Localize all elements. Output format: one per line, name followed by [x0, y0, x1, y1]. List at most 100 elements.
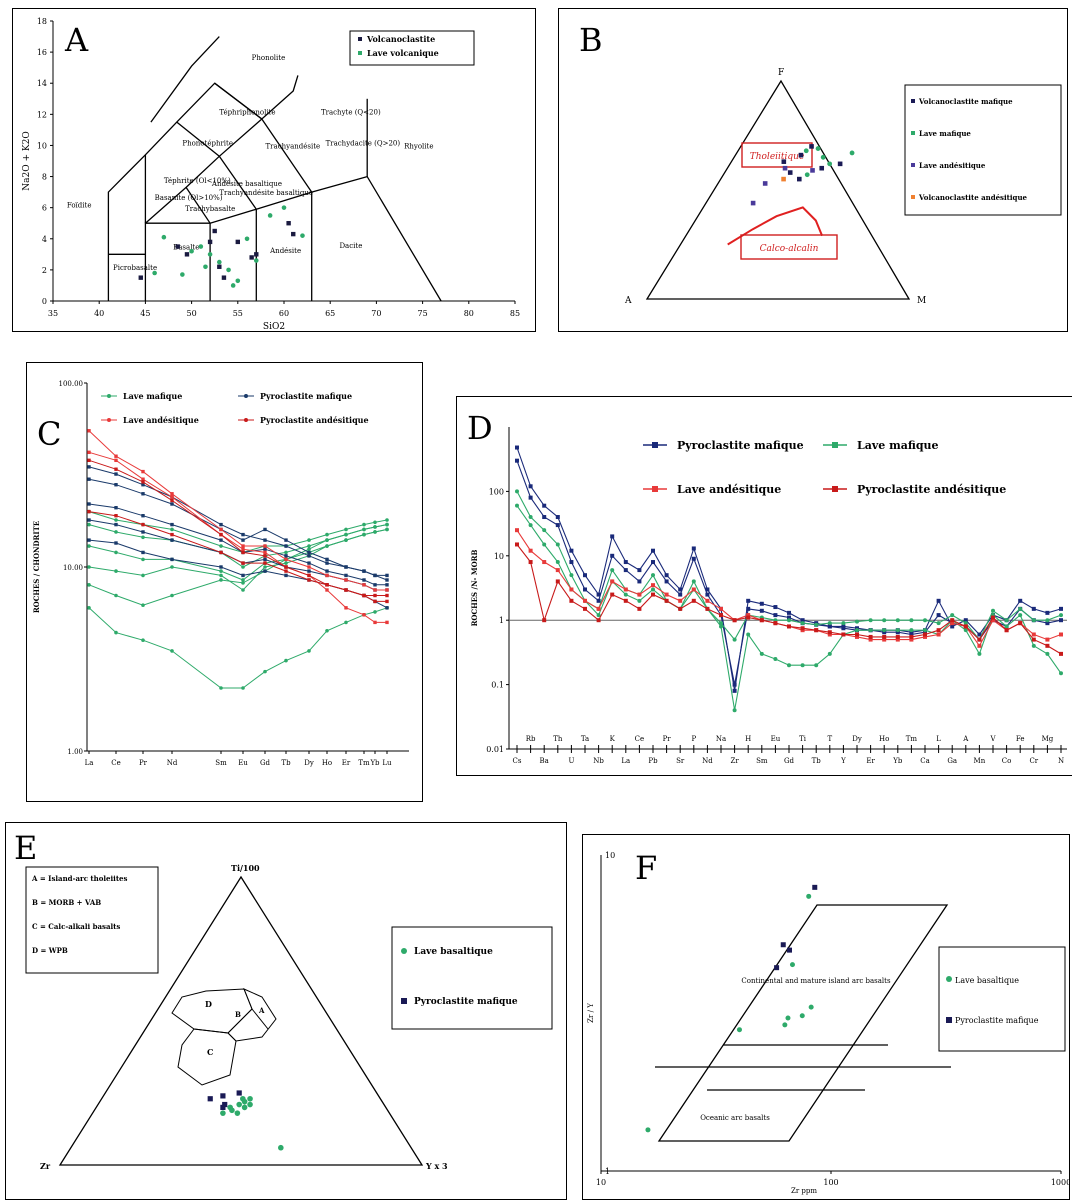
- data-point: [923, 628, 927, 633]
- x-tick-label: Tb: [812, 757, 822, 765]
- y-tick-label: 8: [42, 173, 47, 182]
- data-point: [746, 632, 751, 637]
- legend-marker: [832, 442, 838, 448]
- data-point: [909, 630, 914, 635]
- data-point: [569, 573, 574, 578]
- vertex-label: Ti/100: [231, 863, 260, 873]
- data-point: [977, 637, 982, 642]
- field-boundary: [185, 187, 211, 224]
- data-point: [542, 618, 547, 623]
- data-point: [895, 637, 900, 642]
- data-point: [803, 148, 809, 154]
- data-point: [263, 554, 267, 558]
- data-point: [787, 663, 791, 668]
- data-point: [515, 458, 519, 463]
- x-tick-label: N: [1058, 757, 1064, 765]
- field-divider: [251, 1008, 269, 1030]
- data-point: [141, 603, 145, 607]
- legend-label: Lave basaltique: [955, 976, 1019, 985]
- field-label: Dacite: [339, 242, 362, 250]
- field-label: Trachyte (Q<20): [321, 108, 381, 116]
- legend-label: Lave mafique: [857, 439, 939, 452]
- data-point: [1004, 624, 1009, 629]
- data-point: [235, 239, 240, 245]
- data-point: [515, 542, 519, 547]
- data-point: [732, 688, 737, 693]
- data-point: [229, 1107, 235, 1114]
- data-point: [1018, 606, 1023, 611]
- data-point: [373, 573, 377, 578]
- x-tick-label: Na: [716, 735, 726, 743]
- data-point: [1045, 618, 1050, 623]
- data-point: [1059, 651, 1063, 656]
- data-point: [241, 550, 245, 555]
- field-box-calco-alcalin: [740, 234, 838, 260]
- field-boundary: [218, 155, 257, 210]
- data-point: [207, 239, 213, 245]
- x-tick-label: 75: [418, 309, 428, 318]
- legend-label: Lave volcanique: [367, 48, 439, 58]
- data-point: [800, 618, 805, 623]
- data-point: [170, 538, 174, 542]
- data-point: [87, 477, 91, 481]
- data-point: [344, 588, 348, 592]
- data-point: [307, 573, 311, 578]
- x-tick-label: Pr: [663, 735, 672, 743]
- data-point: [991, 608, 995, 613]
- legend-marker: [107, 394, 111, 398]
- data-point: [815, 146, 821, 151]
- data-point: [515, 489, 519, 494]
- data-point: [806, 893, 812, 899]
- y-tick-label: 100.00: [59, 380, 84, 388]
- data-point: [569, 560, 574, 565]
- data-point: [1045, 621, 1050, 626]
- panel-b: F A M B Tholeiitique Calco-alcalin Volcanoclas…: [558, 8, 1068, 332]
- series-line: [88, 524, 388, 606]
- data-point: [219, 573, 223, 578]
- data-point: [762, 181, 768, 186]
- data-point: [882, 628, 887, 633]
- data-point: [841, 632, 846, 637]
- legend-label: Pyroclastite mafique: [677, 439, 804, 452]
- data-point: [936, 621, 941, 626]
- data-point: [373, 525, 377, 529]
- x-tick-label: 40: [94, 309, 104, 318]
- x-axis-label: SiO2: [263, 322, 285, 331]
- vertex-label: M: [917, 296, 926, 306]
- data-point: [284, 538, 288, 542]
- x-tick-label: Sm: [756, 757, 768, 765]
- legend-label: Lave basaltique: [414, 947, 493, 957]
- zr-y-vs-zr-diagram: 10 100 1000 10 1 Zr ppm Zr / Y F Continental and…: [587, 849, 1069, 1195]
- data-point: [385, 518, 389, 522]
- x-tick-label: Cr: [1029, 757, 1038, 765]
- ternary-outline: [645, 79, 911, 300]
- data-point: [1004, 628, 1009, 633]
- x-tick-label: Yb: [892, 757, 903, 765]
- data-point: [936, 628, 941, 633]
- field-label: Rhyolite: [404, 143, 433, 151]
- data-point: [555, 579, 560, 584]
- field-a-b: [227, 988, 277, 1042]
- data-point: [868, 628, 873, 633]
- data-point: [284, 557, 288, 562]
- x-tick-label: 80: [464, 309, 474, 318]
- x-tick-label: Fe: [1016, 735, 1025, 743]
- data-point: [170, 593, 174, 598]
- data-point: [637, 598, 642, 603]
- x-tick-label: Ho: [879, 735, 889, 743]
- data-point: [263, 557, 267, 562]
- data-point: [827, 651, 832, 656]
- data-point: [1004, 618, 1009, 623]
- data-point: [691, 556, 696, 561]
- data-point: [827, 624, 832, 629]
- data-point: [241, 578, 245, 582]
- data-point: [219, 578, 223, 582]
- data-point: [284, 569, 288, 573]
- data-point: [141, 535, 145, 540]
- data-point: [746, 615, 751, 620]
- data-point: [855, 634, 859, 639]
- data-point: [241, 573, 245, 578]
- data-point: [691, 598, 696, 603]
- legend-marker: [946, 1017, 952, 1023]
- field-boundary: [214, 82, 263, 120]
